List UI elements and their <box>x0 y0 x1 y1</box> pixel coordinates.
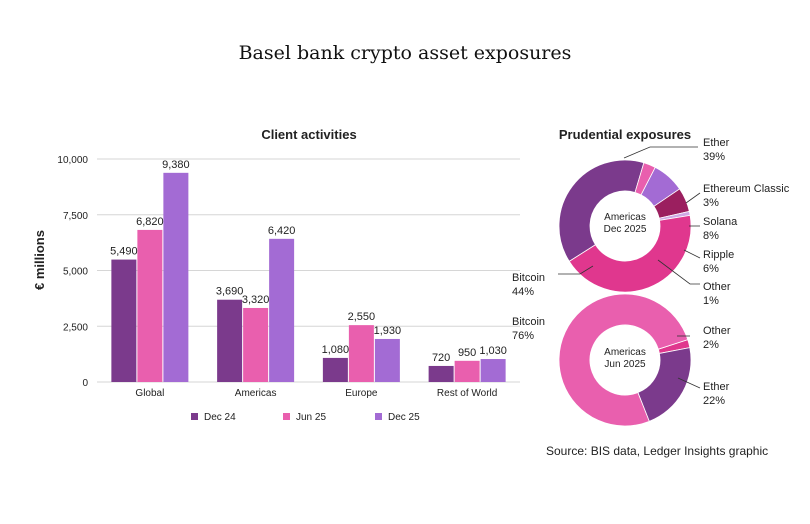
bar-europe-jun-25 <box>348 325 374 382</box>
donut2-center-line1: Americas <box>604 347 646 358</box>
donut1-center-line2: Dec 2025 <box>604 224 647 235</box>
pct-bitcoin-jun: 76% <box>512 330 534 342</box>
label-ether-jun: Ether <box>703 381 730 393</box>
bar-europe-dec-24 <box>322 357 348 382</box>
y-tick-label: 10,000 <box>57 155 88 166</box>
pct-ether-jun: 22% <box>703 395 725 407</box>
bar-value-label: 1,930 <box>374 325 402 337</box>
bar-rest-of-world-dec-25 <box>480 359 506 382</box>
slice-ether <box>558 159 645 262</box>
bar-rest-of-world-jun-25 <box>454 360 480 382</box>
slice-ether <box>637 347 692 422</box>
pct-other-dec: 1% <box>703 295 719 307</box>
pct-ether-dec: 39% <box>703 151 725 163</box>
bar-value-label: 1,030 <box>479 345 507 357</box>
source-note: Source: BIS data, Ledger Insights graphi… <box>546 444 769 458</box>
bar-value-label: 950 <box>458 347 476 359</box>
x-tick-label: Rest of World <box>437 388 497 399</box>
legend-label-dec-24: Dec 24 <box>204 412 236 423</box>
bar-value-label: 1,080 <box>322 344 350 356</box>
label-ethclassic-dec: Ethereum Classic <box>703 183 790 195</box>
donut2-center-line2: Jun 2025 <box>604 359 646 370</box>
bar-value-label: 6,420 <box>268 225 296 237</box>
donut1-labels: Ether 39% Ethereum Classic 3% Solana 8% … <box>512 137 790 307</box>
leader-ethclassic-dec <box>685 192 701 204</box>
bar-value-label: 3,320 <box>242 294 270 306</box>
donut1-center-line1: Americas <box>604 212 646 223</box>
legend-swatch-jun-25 <box>283 413 290 420</box>
slice-bitcoin <box>558 293 689 427</box>
bar-europe-dec-25 <box>374 338 400 382</box>
bar-americas-dec-24 <box>217 299 243 382</box>
bar-value-label: 6,820 <box>136 216 164 228</box>
bar-rest-of-world-dec-24 <box>428 365 454 382</box>
y-tick-label: 7,500 <box>63 211 88 222</box>
bar-chart: Client activities € millions 0 2,500 5,000… <box>32 127 520 423</box>
y-tick-label: 0 <box>82 378 88 389</box>
leader-bitcoin-dec <box>558 265 594 275</box>
leader-ether-dec <box>623 146 698 159</box>
pct-bitcoin-dec: 44% <box>512 286 534 298</box>
bar-global-jun-25 <box>137 229 163 382</box>
leader-ether-jun <box>677 377 701 389</box>
bar-global-dec-25 <box>163 172 189 382</box>
y-tick-label: 2,500 <box>63 322 88 333</box>
leader-ripple-dec <box>683 249 701 259</box>
legend-label-jun-25: Jun 25 <box>296 412 326 423</box>
leader-lines <box>558 146 701 389</box>
y-tick-label: 5,000 <box>63 267 88 278</box>
bar-value-label: 2,550 <box>348 311 376 323</box>
bar-global-dec-24 <box>111 259 137 382</box>
x-tick-labels: Global Americas Europe Rest of World <box>135 388 497 399</box>
label-other-jun: Other <box>703 325 731 337</box>
slice-bitcoin <box>568 214 692 293</box>
label-solana-dec: Solana <box>703 216 738 228</box>
donut-section-title: Prudential exposures <box>559 127 691 142</box>
bar-chart-title: Client activities <box>261 127 356 142</box>
x-tick-label: Global <box>135 388 164 399</box>
bar-americas-dec-25 <box>269 238 295 382</box>
pct-ripple-dec: 6% <box>703 263 719 275</box>
legend-swatch-dec-25 <box>375 413 382 420</box>
label-ether-dec: Ether <box>703 137 730 149</box>
bar-value-label: 3,690 <box>216 286 244 298</box>
x-tick-label: Americas <box>235 388 277 399</box>
y-axis-label: € millions <box>32 230 47 290</box>
y-tick-labels: 0 2,500 5,000 7,500 10,000 <box>57 155 88 389</box>
bar-value-label: 9,380 <box>162 159 190 171</box>
pct-solana-dec: 8% <box>703 230 719 242</box>
pct-ethclassic-dec: 3% <box>703 197 719 209</box>
bar-value-label: 720 <box>432 352 450 364</box>
legend-label-dec-25: Dec 25 <box>388 412 420 423</box>
pct-other-jun: 2% <box>703 339 719 351</box>
label-ripple-dec: Ripple <box>703 249 734 261</box>
bars <box>111 172 506 382</box>
donut-jun-2025 <box>558 293 692 427</box>
bar-value-label: 5,490 <box>110 246 138 258</box>
leader-other-dec <box>657 259 700 285</box>
legend-swatch-dec-24 <box>191 413 198 420</box>
x-tick-label: Europe <box>345 388 378 399</box>
label-bitcoin-dec: Bitcoin <box>512 272 545 284</box>
label-bitcoin-jun: Bitcoin <box>512 316 545 328</box>
bar-americas-jun-25 <box>243 307 269 382</box>
donut2-labels: Bitcoin 76% Other 2% Ether 22% <box>512 316 731 407</box>
prudential-exposures: Prudential exposures Americas Dec 2025 A… <box>512 127 790 427</box>
legend: Dec 24 Jun 25 Dec 25 <box>191 412 420 423</box>
page-title: Basel bank crypto asset exposures <box>238 42 572 64</box>
label-other-dec: Other <box>703 281 731 293</box>
donut-dec-2025 <box>558 159 692 293</box>
